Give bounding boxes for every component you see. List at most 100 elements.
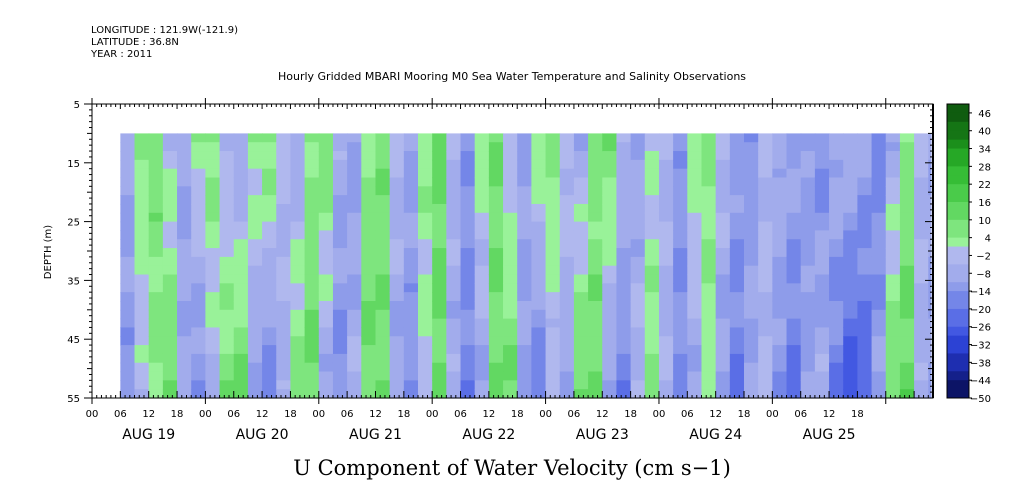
heatmap-cell <box>403 292 419 302</box>
heatmap-cell <box>177 380 192 390</box>
heatmap-cell <box>701 256 717 267</box>
heatmap-cell <box>403 212 419 223</box>
heatmap-cell <box>403 353 419 364</box>
heatmap-cell <box>177 318 192 329</box>
heatmap-cell <box>885 177 901 187</box>
heatmap-cell <box>488 362 504 373</box>
heatmap-cell <box>205 186 221 196</box>
heatmap-cell <box>786 248 802 258</box>
heatmap-cell <box>630 142 646 152</box>
heatmap-cell <box>276 292 292 302</box>
heatmap-cell <box>219 142 235 152</box>
heatmap-cell <box>191 186 206 196</box>
heatmap-cell <box>616 142 632 152</box>
heatmap-cell <box>715 168 731 179</box>
heatmap-cell <box>630 212 646 223</box>
heatmap-cell <box>588 186 603 196</box>
heatmap-cell <box>658 239 674 249</box>
heatmap-cell <box>800 283 816 293</box>
heatmap-cell <box>729 300 745 311</box>
heatmap-cell <box>488 265 504 276</box>
heatmap-cell <box>474 309 490 320</box>
heatmap-cell <box>758 371 773 381</box>
heatmap-cell <box>276 195 292 205</box>
heatmap-cell <box>914 177 929 187</box>
heatmap-cell <box>871 133 887 143</box>
heatmap-cell <box>332 300 348 311</box>
heatmap-cell <box>219 168 235 179</box>
heatmap-cell <box>474 186 490 196</box>
heatmap-cell <box>375 389 391 399</box>
heatmap-cell <box>871 221 887 232</box>
heatmap-cell <box>318 292 334 302</box>
heatmap-cell <box>219 151 235 161</box>
heatmap-cell <box>687 186 703 196</box>
heatmap-cell <box>673 203 688 214</box>
heatmap-cell <box>843 353 858 364</box>
heatmap-cell <box>446 283 462 293</box>
heatmap-cell <box>148 292 164 302</box>
heatmap-cell <box>318 212 334 223</box>
heatmap-cell <box>191 230 206 240</box>
heatmap-cell <box>871 318 887 329</box>
heatmap-cell <box>701 221 717 232</box>
heatmap-cell <box>219 212 235 223</box>
heatmap-cell <box>800 168 816 179</box>
heatmap-cell <box>729 248 745 258</box>
heatmap-cell <box>715 371 731 381</box>
heatmap-cell <box>276 309 292 320</box>
heatmap-cell <box>658 371 674 381</box>
heatmap-cell <box>800 265 816 276</box>
heatmap-cell <box>658 168 674 179</box>
heatmap-cell <box>233 142 249 152</box>
heatmap-cell <box>616 336 632 346</box>
heatmap-cell <box>148 327 164 337</box>
heatmap-cell <box>573 133 589 143</box>
heatmap-cell <box>531 203 547 214</box>
heatmap-cell <box>857 389 873 399</box>
heatmap-cell <box>403 389 419 399</box>
heatmap-cell <box>432 230 447 240</box>
heatmap-cell <box>120 239 136 249</box>
heatmap-cell <box>744 283 759 293</box>
heatmap-cell <box>290 142 306 152</box>
heatmap-cell <box>177 274 192 284</box>
heatmap-cell <box>829 142 844 152</box>
heatmap-cell <box>517 168 532 179</box>
heatmap-cell <box>729 256 745 267</box>
heatmap-cell <box>347 230 362 240</box>
heatmap-cell <box>361 265 377 276</box>
heatmap-cell <box>928 371 932 381</box>
heatmap-cell <box>403 239 419 249</box>
heatmap-cell <box>191 203 206 214</box>
heatmap-cell <box>318 353 334 364</box>
heatmap-cell <box>857 327 873 337</box>
heatmap-cell <box>885 318 901 329</box>
heatmap-cell <box>729 186 745 196</box>
heatmap-cell <box>389 336 405 346</box>
heatmap-cell <box>687 142 703 152</box>
heatmap-cell <box>616 195 632 205</box>
heatmap-cell <box>503 133 518 143</box>
heatmap-cell <box>786 362 802 373</box>
heatmap-cell <box>517 186 532 196</box>
heatmap-cell <box>177 168 192 179</box>
heatmap-cell <box>304 159 320 170</box>
heatmap-cell <box>403 256 419 267</box>
heatmap-cell <box>162 133 178 143</box>
heatmap-cell <box>871 345 887 355</box>
x-hour-label: 18 <box>171 409 184 420</box>
heatmap-cell <box>814 212 830 223</box>
heatmap-cell <box>559 230 575 240</box>
heatmap-cell <box>744 248 759 258</box>
heatmap-cell <box>247 345 263 355</box>
heatmap-cell <box>588 151 603 161</box>
heatmap-cell <box>616 168 632 179</box>
heatmap-cell <box>914 274 929 284</box>
colorbar-swatch <box>947 335 969 346</box>
heatmap-cell <box>857 248 873 258</box>
heatmap-cell <box>375 230 391 240</box>
heatmap-cell <box>715 203 731 214</box>
heatmap-cell <box>446 274 462 284</box>
heatmap-cell <box>673 151 688 161</box>
